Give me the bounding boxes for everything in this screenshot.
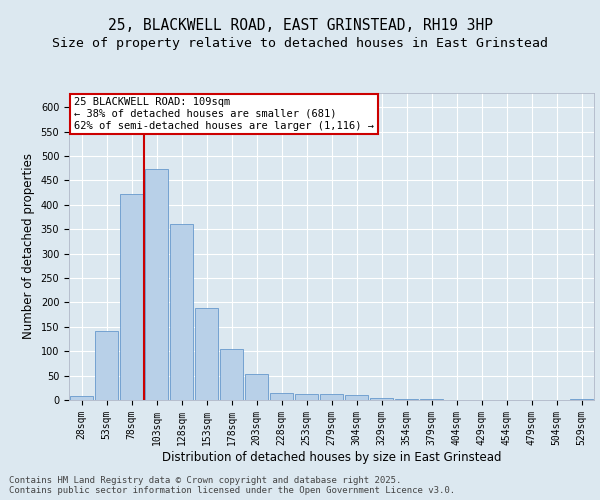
- Bar: [420, 399, 443, 400]
- Bar: [345, 395, 368, 400]
- Text: 25 BLACKWELL ROAD: 109sqm
← 38% of detached houses are smaller (681)
62% of semi: 25 BLACKWELL ROAD: 109sqm ← 38% of detac…: [74, 98, 374, 130]
- Y-axis label: Number of detached properties: Number of detached properties: [22, 153, 35, 339]
- X-axis label: Distribution of detached houses by size in East Grinstead: Distribution of detached houses by size …: [162, 450, 501, 464]
- Bar: [170, 224, 193, 400]
- Bar: [370, 398, 393, 400]
- Bar: [320, 394, 343, 400]
- Text: Contains HM Land Registry data © Crown copyright and database right 2025.
Contai: Contains HM Land Registry data © Crown c…: [9, 476, 455, 495]
- Bar: [270, 393, 293, 400]
- Bar: [95, 330, 118, 400]
- Bar: [220, 349, 243, 400]
- Bar: [195, 308, 218, 400]
- Bar: [570, 398, 593, 400]
- Bar: [295, 394, 318, 400]
- Bar: [145, 168, 168, 400]
- Bar: [70, 396, 93, 400]
- Text: 25, BLACKWELL ROAD, EAST GRINSTEAD, RH19 3HP: 25, BLACKWELL ROAD, EAST GRINSTEAD, RH19…: [107, 18, 493, 32]
- Bar: [245, 374, 268, 400]
- Bar: [395, 398, 418, 400]
- Text: Size of property relative to detached houses in East Grinstead: Size of property relative to detached ho…: [52, 38, 548, 51]
- Bar: [120, 194, 143, 400]
